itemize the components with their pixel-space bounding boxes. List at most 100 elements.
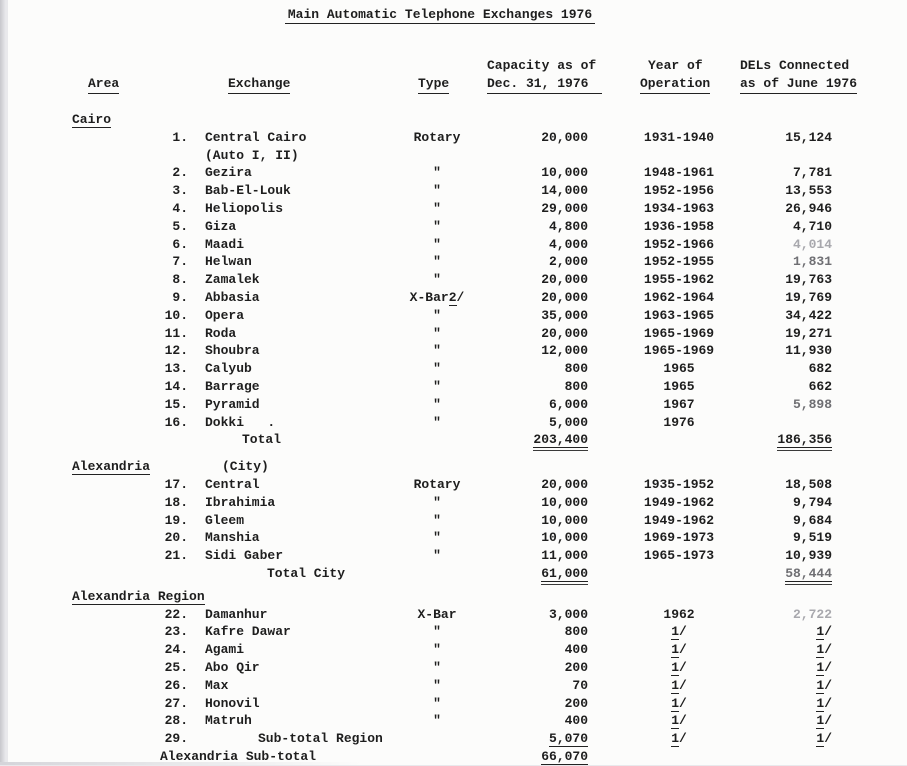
exchange-name: Barrage: [205, 378, 260, 394]
year-value: 1969-1973: [643, 530, 715, 546]
capacity-text: 200: [564, 695, 588, 711]
capacity-text: 66,070: [541, 748, 588, 765]
capacity-value: 200: [470, 659, 588, 677]
area-label: Alexandria: [72, 458, 151, 476]
row-number: 13.: [164, 361, 188, 377]
dels-text: 18,508: [785, 476, 832, 492]
dels-value: 1/: [816, 642, 832, 659]
table-row: 24. Agami " 400 1/1/: [0, 641, 907, 659]
dels-value: 4,710: [722, 218, 832, 236]
exchange-type: ": [433, 236, 441, 252]
row-number: 25.: [164, 659, 188, 675]
capacity-value: 14,000: [470, 182, 588, 200]
dels-value: 7,781: [722, 164, 832, 182]
table-row: 26. Max " 70 1/1/: [0, 677, 907, 695]
document-title-text: Main Automatic Telephone Exchanges 1976: [284, 7, 596, 24]
year-value: 1/: [671, 624, 687, 641]
capacity-text: 6,000: [548, 396, 588, 412]
year-value: 1965: [663, 361, 695, 377]
section-header-row: Cairo: [0, 111, 907, 129]
dels-text: 5,898: [792, 396, 832, 412]
exchange-name: Sidi Gaber: [205, 548, 284, 564]
dels-value: 2,722: [722, 606, 832, 624]
capacity-text: 20,000: [541, 272, 588, 288]
table-row: 8. Zamalek " 20,000 1955-1962 19,763: [0, 271, 907, 289]
total-row: Alexandria Sub-total 66,070: [0, 748, 907, 766]
scan-edge-bottom: [0, 762, 363, 765]
column-header-year-l2: Operation: [640, 75, 711, 94]
dels-value: 682: [722, 360, 832, 378]
capacity-text: 12,000: [541, 343, 588, 359]
dels-value: 15,124: [722, 129, 832, 147]
exchange-type: ": [433, 183, 441, 199]
capacity-value: 61,000: [470, 565, 588, 583]
dels-value: 4,014: [722, 236, 832, 254]
table-row: 2. Gezira " 10,000 1948-1961 7,781: [0, 164, 907, 182]
dels-value: 1/: [816, 695, 832, 712]
dels-text: 4,014: [792, 236, 832, 252]
exchange-name: Bab-El-Louk: [205, 183, 291, 199]
exchange-type: ": [433, 548, 441, 564]
exchange-type: ": [433, 254, 441, 270]
section-alexandria-region: Alexandria Region 22. Damanhur X-Bar 3,000 19…: [0, 588, 907, 766]
capacity-value: 20,000: [470, 325, 588, 343]
capacity-value: 800: [470, 360, 588, 378]
year-value: 1931-1940: [643, 129, 715, 145]
total-label: Alexandria Sub-total: [160, 748, 317, 764]
section-alexandria: Alexandria (City) 17. Central Rotary 20,000 19…: [0, 458, 907, 583]
exchange-type: ": [433, 361, 441, 377]
footnote-mark: 1: [816, 677, 825, 694]
exchange-type: ": [433, 200, 441, 216]
capacity-text: 203,400: [533, 432, 588, 449]
exchange-name: Gleem: [205, 512, 245, 528]
row-number: 8.: [172, 272, 188, 288]
capacity-value: 200: [470, 695, 588, 713]
dels-value: 1/: [816, 624, 832, 641]
year-value: 1965-1969: [643, 343, 715, 359]
exchange-type: ": [433, 396, 441, 412]
table-row: 6. Maadi " 4,000 1952-1966 4,014: [0, 236, 907, 254]
dels-value: 1/: [816, 713, 832, 730]
capacity-text: 20,000: [541, 476, 588, 492]
row-number: 6.: [172, 236, 188, 252]
exchange-type: ": [433, 378, 441, 394]
capacity-text: 14,000: [541, 183, 588, 199]
capacity-text: 800: [564, 361, 588, 377]
exchange-type: ": [433, 624, 441, 640]
capacity-value: 400: [470, 641, 588, 659]
capacity-text: 29,000: [541, 200, 588, 216]
row-number: 11.: [164, 325, 188, 341]
capacity-text: 800: [564, 624, 588, 640]
exchange-name: Helwan: [205, 254, 252, 270]
row-number: 21.: [164, 548, 188, 564]
exchange-name: Central: [205, 476, 260, 492]
dels-text: 19,271: [785, 325, 832, 341]
exchange-name: Abo Qir: [205, 659, 260, 675]
dels-value: 662: [722, 378, 832, 396]
row-number: 29.: [164, 731, 188, 747]
dels-text: 682: [808, 361, 832, 377]
document-title: Main Automatic Telephone Exchanges 1976: [0, 6, 880, 24]
row-number: 24.: [164, 642, 188, 658]
total-label: Sub-total Region: [258, 731, 383, 747]
dels-text: 9,684: [792, 512, 832, 528]
table-row: 23. Kafre Dawar " 800 1/1/: [0, 623, 907, 641]
capacity-value: 11,000: [470, 547, 588, 565]
dels-value: 186,356: [722, 431, 832, 449]
capacity-text: 10,000: [541, 512, 588, 528]
table-row: 10. Opera " 35,000 1963-1965 34,422: [0, 307, 907, 325]
capacity-value: 3,000: [470, 606, 588, 624]
capacity-value: 20,000: [470, 476, 588, 494]
row-number: 22.: [164, 606, 188, 622]
dels-value: 11,930: [722, 342, 832, 360]
footnote-mark: 1: [816, 659, 825, 676]
dels-value: 19,271: [722, 325, 832, 343]
row-number: 4.: [172, 200, 188, 216]
table-row: 3. Bab-El-Louk " 14,000 1952-1956 13,553: [0, 182, 907, 200]
dels-text: 9,794: [792, 494, 832, 510]
dels-value: 1/: [816, 731, 832, 748]
exchange-name-line2: (Auto I, II): [205, 147, 299, 163]
capacity-text: 4,000: [548, 236, 588, 252]
exchange-type: ": [433, 494, 441, 510]
exchange-name: Dokki .: [205, 414, 276, 430]
